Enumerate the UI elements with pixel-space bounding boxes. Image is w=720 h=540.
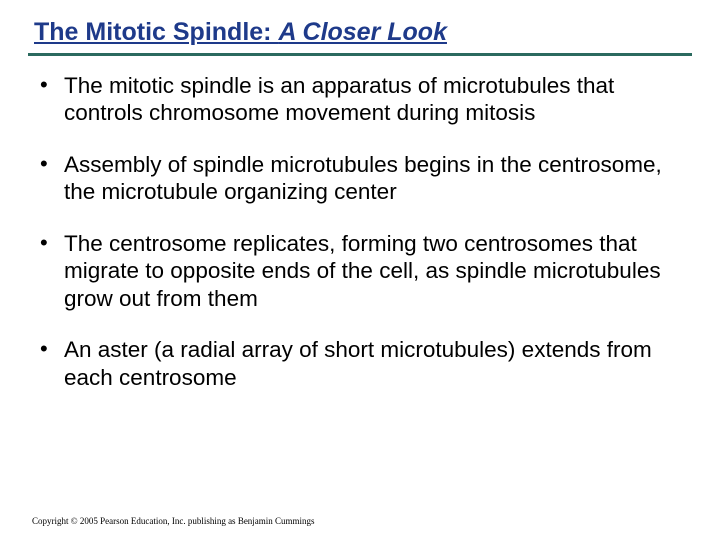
title-wrap: The Mitotic Spindle: A Closer Look [28,18,692,47]
list-item: The centrosome replicates, forming two c… [36,230,684,312]
slide-container: The Mitotic Spindle: A Closer Look The m… [0,0,720,540]
copyright-footer: Copyright © 2005 Pearson Education, Inc.… [28,516,692,530]
title-subtitle: A Closer Look [278,18,447,46]
slide-title: The Mitotic Spindle: A Closer Look [34,18,692,47]
list-item: An aster (a radial array of short microt… [36,336,684,391]
bullet-list: The mitotic spindle is an apparatus of m… [36,72,684,391]
title-main: The Mitotic Spindle: [34,18,278,46]
content-area: The mitotic spindle is an apparatus of m… [28,72,692,516]
list-item: Assembly of spindle microtubules begins … [36,151,684,206]
list-item: The mitotic spindle is an apparatus of m… [36,72,684,127]
title-divider [28,53,692,56]
